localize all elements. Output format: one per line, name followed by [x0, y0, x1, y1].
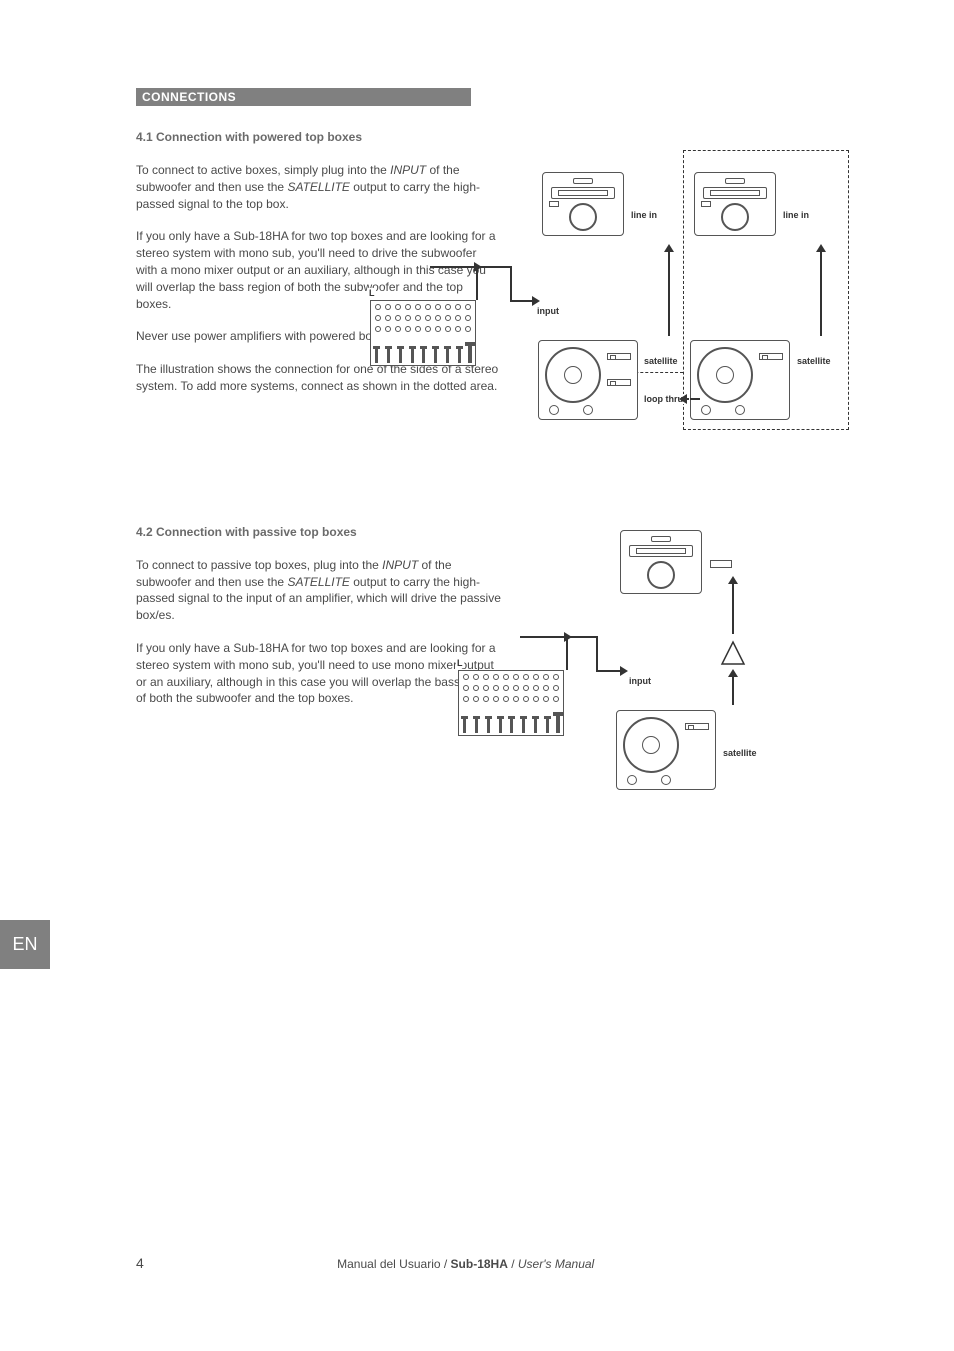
page-footer: 4 Manual del Usuario / Sub-18HA / User's… — [136, 1255, 844, 1271]
label-satellite: satellite — [722, 748, 758, 758]
mixer-icon — [370, 300, 476, 366]
arrow-icon — [430, 266, 476, 268]
arrow-icon — [668, 250, 670, 336]
text: Manual del Usuario / — [337, 1257, 450, 1271]
text: To connect to active boxes, simply plug … — [136, 163, 390, 177]
language-tab: EN — [0, 920, 50, 969]
text-italic: SATELLITE — [287, 575, 349, 589]
label-input: input — [628, 676, 652, 686]
label-satellite: satellite — [796, 356, 832, 366]
text-italic: INPUT — [382, 558, 418, 572]
text-italic: SATELLITE — [287, 180, 349, 194]
label-L: L — [456, 658, 464, 668]
speaker-top — [620, 530, 702, 594]
arrow-icon — [820, 250, 822, 336]
subwoofer — [616, 710, 716, 790]
para-4-2-1: To connect to passive top boxes, plug in… — [136, 557, 501, 624]
arrow-icon — [596, 670, 622, 672]
line — [690, 398, 700, 400]
text: / — [508, 1257, 518, 1271]
arrow-icon — [510, 300, 534, 302]
arrow-icon — [732, 675, 734, 705]
para-4-1-4: The illustration shows the connection fo… — [136, 361, 501, 395]
label-input: input — [536, 306, 560, 316]
speaker-top-left — [542, 172, 624, 236]
para-4-2-2: If you only have a Sub-18HA for two top … — [136, 640, 501, 707]
line — [596, 636, 598, 670]
subwoofer-left — [538, 340, 638, 420]
text-italic: INPUT — [390, 163, 426, 177]
text-italic: User's Manual — [518, 1257, 594, 1271]
diagram-passive-top-boxes: satellite input L — [560, 530, 850, 790]
subheading-4-1: 4.1 Connection with powered top boxes — [136, 130, 844, 144]
para-4-1-1: To connect to active boxes, simply plug … — [136, 162, 501, 212]
section-header: CONNECTIONS — [136, 88, 471, 106]
label-L: L — [368, 288, 376, 298]
diagram-powered-top-boxes: line in line in satellite loop thru inpu… — [490, 150, 850, 440]
label-line-in: line in — [630, 210, 658, 220]
speaker-jack-icon — [710, 560, 732, 568]
footer-title: Manual del Usuario / Sub-18HA / User's M… — [337, 1257, 594, 1271]
line — [510, 266, 512, 300]
subwoofer-right — [690, 340, 790, 420]
label-loop-thru: loop thru — [643, 394, 684, 404]
arrow-icon — [520, 636, 566, 638]
mixer-icon — [458, 670, 564, 736]
amplifier-icon — [720, 640, 746, 666]
page-number: 4 — [136, 1255, 144, 1271]
line — [566, 636, 596, 638]
arrow-icon — [732, 582, 734, 634]
label-satellite: satellite — [643, 356, 679, 366]
text: To connect to passive top boxes, plug in… — [136, 558, 382, 572]
line — [476, 266, 510, 268]
text-bold: Sub-18HA — [451, 1257, 508, 1271]
arrow-icon — [685, 398, 689, 400]
